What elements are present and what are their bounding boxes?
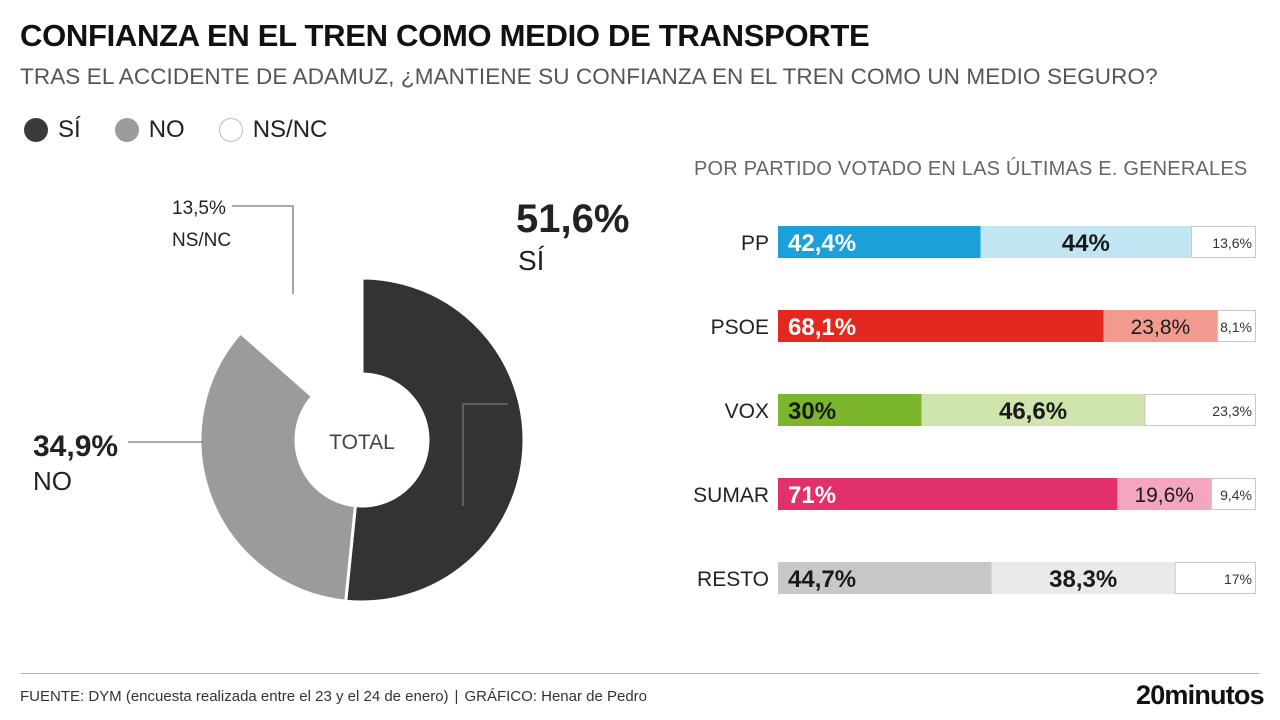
footer: FUENTE: DYM (encuesta realizada entre el… bbox=[20, 688, 647, 705]
legend: SÍ NO NS/NC bbox=[24, 116, 361, 144]
slice-value-si: 51,6% bbox=[516, 197, 629, 241]
footer-source: FUENTE: DYM (encuesta realizada entre el… bbox=[20, 688, 449, 705]
bar-label-nsnc-sumar: 9,4% bbox=[1220, 487, 1252, 503]
footer-separator: | bbox=[454, 688, 459, 705]
slice-value-nsnc: 13,5% bbox=[172, 198, 226, 219]
legend-item-si: SÍ bbox=[24, 116, 81, 144]
bar-no-pp bbox=[980, 226, 1191, 258]
slice-label-nsnc: NS/NC bbox=[172, 230, 231, 251]
bars-heading: POR PARTIDO VOTADO EN LAS ÚLTIMAS E. GEN… bbox=[694, 158, 1248, 180]
legend-label-si: SÍ bbox=[58, 116, 81, 143]
bar-no-vox bbox=[921, 394, 1145, 426]
bar-no-resto bbox=[991, 562, 1175, 594]
legend-swatch-no bbox=[114, 118, 139, 142]
bar-label-no-sumar: 19,6% bbox=[1134, 484, 1194, 507]
bar-si-resto bbox=[778, 562, 992, 594]
chart-subtitle: TRAS EL ACCIDENTE DE ADAMUZ, ¿MANTIENE S… bbox=[20, 64, 1158, 89]
bar-category-psoe: PSOE bbox=[711, 316, 769, 339]
bar-nsnc-pp bbox=[1190, 226, 1257, 258]
donut-slice-no bbox=[198, 330, 358, 603]
legend-item-nsnc: NS/NC bbox=[218, 116, 328, 144]
bar-no-sumar bbox=[1117, 478, 1212, 510]
bar-label-si-resto: 44,7% bbox=[788, 566, 856, 593]
bar-label-nsnc-pp: 13,6% bbox=[1212, 235, 1252, 251]
bar-nsnc-resto bbox=[1174, 562, 1256, 594]
bar-nsnc-psoe bbox=[1217, 310, 1256, 342]
bar-category-pp: PP bbox=[741, 232, 769, 255]
bar-label-si-psoe: 68,1% bbox=[788, 314, 856, 341]
bar-category-vox: VOX bbox=[725, 400, 769, 423]
bar-si-vox bbox=[778, 394, 922, 426]
bar-no-psoe bbox=[1103, 310, 1218, 342]
legend-label-nsnc: NS/NC bbox=[252, 116, 328, 143]
bar-si-pp bbox=[778, 226, 981, 258]
donut-slice-si bbox=[344, 276, 526, 604]
donut-slice-nsnc bbox=[238, 276, 364, 399]
bar-label-nsnc-psoe: 8,1% bbox=[1220, 319, 1252, 335]
bar-label-no-resto: 38,3% bbox=[1049, 566, 1117, 593]
brand-logo: 20minutos bbox=[1136, 680, 1265, 710]
bar-label-no-psoe: 23,8% bbox=[1131, 316, 1191, 339]
footer-credit: GRÁFICO: Henar de Pedro bbox=[464, 688, 648, 705]
leader-line-si bbox=[462, 403, 508, 506]
slice-value-no: 34,9% bbox=[33, 430, 118, 463]
bar-label-nsnc-vox: 23,3% bbox=[1212, 403, 1252, 419]
slice-label-si: SÍ bbox=[518, 245, 545, 276]
bar-label-nsnc-resto: 17% bbox=[1224, 571, 1252, 587]
bar-label-no-pp: 44% bbox=[1062, 230, 1110, 257]
bar-si-psoe bbox=[778, 310, 1104, 342]
party-bar-chart: PP 42,4% 44% 13,6% PSOE 68,1% 23,8% 8,1% VOX 30% 4… bbox=[693, 226, 1257, 594]
bar-label-si-sumar: 71% bbox=[788, 482, 836, 509]
donut-center-label: TOTAL bbox=[329, 431, 395, 454]
bar-nsnc-sumar bbox=[1211, 478, 1256, 510]
bar-label-si-pp: 42,4% bbox=[788, 230, 856, 257]
legend-swatch-nsnc bbox=[218, 118, 243, 142]
donut-chart: TOTAL 51,6% SÍ 34,9%NO 13,5% NS/NC bbox=[33, 197, 629, 604]
bar-label-no-vox: 46,6% bbox=[999, 398, 1067, 425]
leader-line-nsnc bbox=[232, 205, 294, 294]
bar-label-si-vox: 30% bbox=[788, 398, 836, 425]
bar-category-resto: RESTO bbox=[697, 568, 769, 591]
bar-category-sumar: SUMAR bbox=[693, 484, 769, 507]
legend-swatch-si bbox=[24, 118, 48, 142]
footer-divider bbox=[20, 673, 1260, 674]
legend-item-no: NO bbox=[114, 116, 185, 144]
slice-label-no: NO bbox=[33, 466, 72, 496]
chart-title: CONFIANZA EN EL TREN COMO MEDIO DE TRANS… bbox=[20, 18, 870, 53]
legend-label-no: NO bbox=[148, 116, 185, 143]
bar-si-sumar bbox=[778, 478, 1118, 510]
bar-nsnc-vox bbox=[1144, 394, 1257, 426]
